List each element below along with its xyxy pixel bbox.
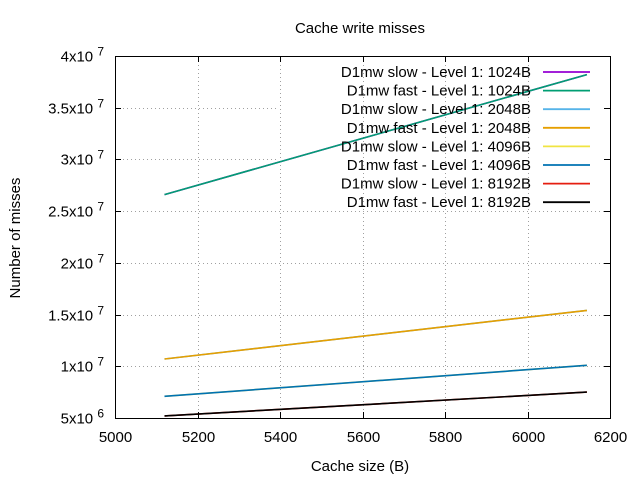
y-tick-label: 2x10 7 bbox=[61, 252, 105, 273]
series-line bbox=[164, 73, 588, 196]
y-tick-label: 2.5x10 7 bbox=[48, 200, 104, 221]
legend-label: D1mw slow - Level 1: 1024B bbox=[341, 64, 531, 81]
y-tick-label: 1x10 7 bbox=[61, 355, 105, 376]
y-tick-label: 1.5x10 7 bbox=[48, 304, 104, 325]
y-axis-title: Number of misses bbox=[7, 178, 24, 299]
legend-label: D1mw slow - Level 1: 8192B bbox=[341, 176, 531, 193]
series-line bbox=[164, 391, 587, 417]
x-axis-title: Cache size (B) bbox=[311, 458, 409, 475]
x-tick-label: 5400 bbox=[264, 429, 297, 446]
grid bbox=[115, 56, 610, 418]
legend-label: D1mw fast - Level 1: 2048B bbox=[347, 120, 531, 137]
legend-label: D1mw fast - Level 1: 4096B bbox=[347, 157, 531, 174]
legend-label: D1mw fast - Level 1: 8192B bbox=[347, 194, 531, 211]
x-tick-label: 6000 bbox=[512, 429, 545, 446]
series-line bbox=[164, 364, 587, 398]
y-tick-label: 3x10 7 bbox=[61, 148, 105, 169]
x-tick-label: 5600 bbox=[347, 429, 380, 446]
y-tick-label: 3.5x10 7 bbox=[48, 97, 104, 118]
x-tick-label: 5800 bbox=[429, 429, 462, 446]
y-tick-label: 5x10 6 bbox=[61, 407, 105, 428]
legend-label: D1mw slow - Level 1: 4096B bbox=[341, 138, 531, 155]
x-tick-label: 5000 bbox=[99, 429, 132, 446]
series-line bbox=[164, 309, 587, 360]
plot-series bbox=[164, 73, 588, 417]
x-tick-label: 6200 bbox=[594, 429, 627, 446]
x-tick-label: 5200 bbox=[182, 429, 215, 446]
axis-ticks: 5000 5200 5400 5600 5800 6000 6200 5x10 6 1x10 7… bbox=[48, 45, 627, 447]
legend: D1mw slow - Level 1: 1024B D1mw fast - Le… bbox=[341, 64, 590, 211]
legend-label: D1mw slow - Level 1: 2048B bbox=[341, 101, 531, 118]
y-tick-label: 4x10 7 bbox=[61, 45, 105, 66]
legend-label: D1mw fast - Level 1: 1024B bbox=[347, 83, 531, 100]
chart-title: Cache write misses bbox=[295, 20, 425, 37]
